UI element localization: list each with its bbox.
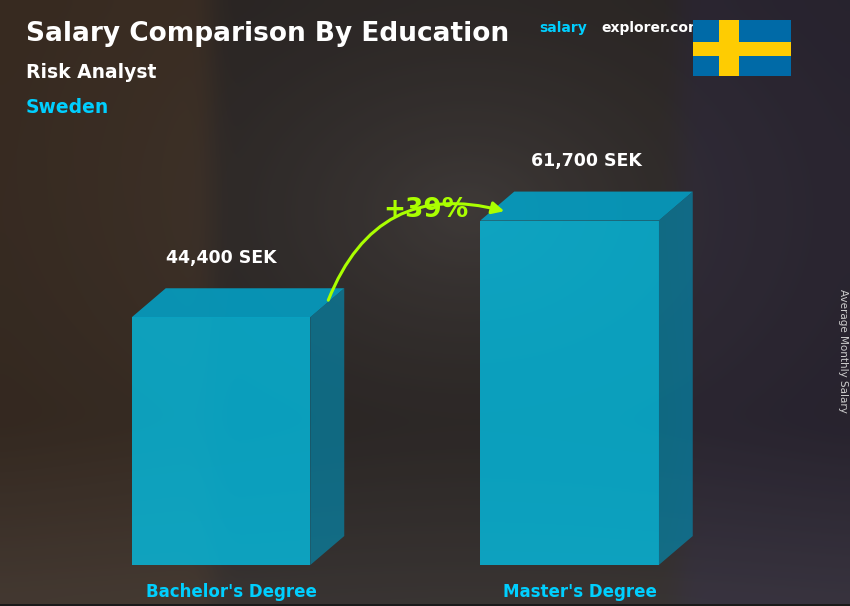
Text: +39%: +39%	[383, 197, 468, 222]
Text: Risk Analyst: Risk Analyst	[26, 64, 156, 82]
Text: 44,400 SEK: 44,400 SEK	[166, 249, 276, 267]
Polygon shape	[659, 191, 693, 565]
Text: Average Monthly Salary: Average Monthly Salary	[838, 288, 848, 413]
Text: Sweden: Sweden	[26, 98, 109, 117]
Bar	[693, 20, 791, 76]
Text: Salary Comparison By Education: Salary Comparison By Education	[26, 21, 508, 47]
Polygon shape	[310, 288, 344, 565]
Polygon shape	[132, 288, 344, 318]
Text: Bachelor's Degree: Bachelor's Degree	[145, 583, 317, 601]
Bar	[693, 42, 791, 56]
Polygon shape	[480, 221, 659, 565]
Text: 61,700 SEK: 61,700 SEK	[531, 153, 642, 170]
Polygon shape	[480, 191, 693, 221]
Bar	[719, 20, 739, 76]
Text: salary: salary	[540, 21, 587, 35]
Polygon shape	[132, 318, 310, 565]
Text: explorer.com: explorer.com	[601, 21, 702, 35]
Text: Master's Degree: Master's Degree	[502, 583, 657, 601]
